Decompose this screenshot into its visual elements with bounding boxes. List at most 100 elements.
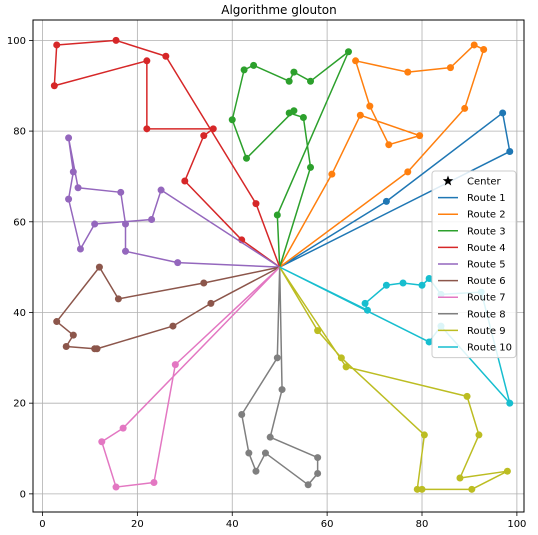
route-8-line [240, 267, 319, 486]
route-7-stop-3 [112, 483, 120, 491]
route-2-stop-2 [356, 111, 364, 119]
route-2-stop-11 [461, 104, 469, 112]
route-8-stop-3 [314, 454, 322, 462]
legend-center-marker [442, 175, 454, 186]
route-8-stop-7 [252, 467, 260, 475]
legend-label-route-6: Route 6 [467, 276, 506, 287]
y-tick-label-1: 20 [13, 399, 26, 410]
route-8-stop-2 [266, 433, 274, 441]
route-10-stop-2 [361, 299, 369, 307]
route-3-stop-13 [273, 211, 281, 219]
route-2-line [279, 44, 485, 268]
route-6-stop-5 [62, 342, 70, 350]
route-4-stop-5 [143, 125, 151, 133]
route-9-stop-10 [337, 354, 345, 362]
route-8-stop-1 [278, 386, 286, 394]
route-4-stop-2 [181, 177, 189, 185]
route-5-stop-7 [69, 168, 77, 176]
route-9-stop-5 [503, 467, 511, 475]
route-6-stop-1 [207, 299, 215, 307]
route-4-line [53, 39, 281, 268]
route-6-stop-2 [169, 322, 177, 330]
legend-label-route-3: Route 3 [467, 226, 506, 237]
route-6-stop-4 [91, 345, 99, 353]
route-3-stop-2 [299, 113, 307, 121]
route-2 [279, 41, 488, 268]
legend-label-route-5: Route 5 [467, 260, 506, 271]
legend-label-route-8: Route 8 [467, 309, 506, 320]
y-tick-label-0: 0 [20, 489, 26, 500]
route-5-stop-3 [122, 220, 130, 228]
route-2-stop-9 [470, 41, 478, 49]
route-9-stop-9 [420, 431, 428, 439]
route-1-stop-2 [499, 109, 507, 117]
route-2-stop-3 [416, 132, 424, 140]
route-8 [238, 267, 322, 489]
route-10-stop-1 [363, 306, 371, 314]
route-4-stop-11 [252, 200, 260, 208]
legend-label-route-10: Route 10 [467, 343, 512, 354]
route-9-stop-6 [468, 485, 476, 493]
route-5-stop-12 [157, 186, 165, 194]
route-4-stop-6 [143, 57, 151, 65]
legend-label-route-1: Route 1 [467, 193, 506, 204]
route-1-stop-3 [506, 148, 514, 156]
route-3-stop-12 [344, 48, 352, 56]
route-8-stop-4 [314, 469, 322, 477]
route-3-stop-6 [228, 116, 236, 124]
route-8-stop-8 [245, 449, 253, 457]
x-tick-label-4: 80 [416, 519, 429, 530]
route-4 [50, 36, 281, 268]
route-9-stop-1 [342, 363, 350, 371]
route-10-stop-6 [425, 274, 433, 282]
route-1-stop-1 [382, 197, 390, 205]
route-8-stop-6 [261, 449, 269, 457]
route-2-stop-10 [480, 45, 488, 53]
route-3-stop-8 [250, 61, 258, 69]
route-7-stop-1 [171, 361, 179, 369]
route-3-stop-1 [307, 163, 315, 171]
route-5 [65, 134, 281, 268]
route-5-stop-11 [148, 216, 156, 224]
route-3 [228, 48, 352, 268]
y-tick-label-3: 60 [13, 217, 26, 228]
route-3-stop-10 [290, 68, 298, 76]
route-7-stop-5 [119, 424, 127, 432]
x-tick-label-1: 20 [131, 519, 144, 530]
route-7-stop-2 [150, 479, 158, 487]
route-2-stop-8 [446, 64, 454, 72]
route-2-stop-4 [385, 141, 393, 149]
route-9-stop-2 [463, 392, 471, 400]
route-5-line [67, 137, 281, 268]
legend: Center Route 1 Route 2 Route 3 Route 4 Route … [431, 170, 517, 359]
y-tick-label-2: 40 [13, 308, 26, 319]
route-9-stop-3 [475, 431, 483, 439]
route-4-stop-9 [112, 36, 120, 44]
plot-frame [32, 19, 525, 513]
route-7-stop-4 [98, 438, 106, 446]
route-4-stop-10 [162, 52, 170, 60]
route-3-stop-7 [240, 66, 248, 74]
route-4-stop-7 [50, 82, 58, 90]
route-2-stop-5 [366, 102, 374, 110]
route-2-stop-7 [404, 68, 412, 76]
route-2-stop-6 [352, 57, 360, 65]
route-5-stop-6 [65, 134, 73, 142]
route-5-stop-4 [117, 188, 125, 196]
legend-label-route-9: Route 9 [467, 326, 506, 337]
route-5-stop-10 [91, 220, 99, 228]
route-6-stop-6 [69, 331, 77, 339]
route-3-stop-5 [242, 154, 250, 162]
route-6-stop-9 [114, 295, 122, 303]
route-5-stop-9 [76, 245, 84, 253]
route-8-stop-10 [273, 354, 281, 362]
legend-label-route-4: Route 4 [467, 243, 506, 254]
route-10-stop-9 [506, 399, 514, 407]
legend-label-center: Center [467, 177, 502, 188]
chart-title: Algorithme glouton [221, 3, 337, 17]
route-8-stop-5 [304, 481, 312, 489]
route-6-stop-7 [53, 318, 61, 326]
route-5-stop-8 [65, 195, 73, 203]
route-6 [53, 263, 281, 353]
